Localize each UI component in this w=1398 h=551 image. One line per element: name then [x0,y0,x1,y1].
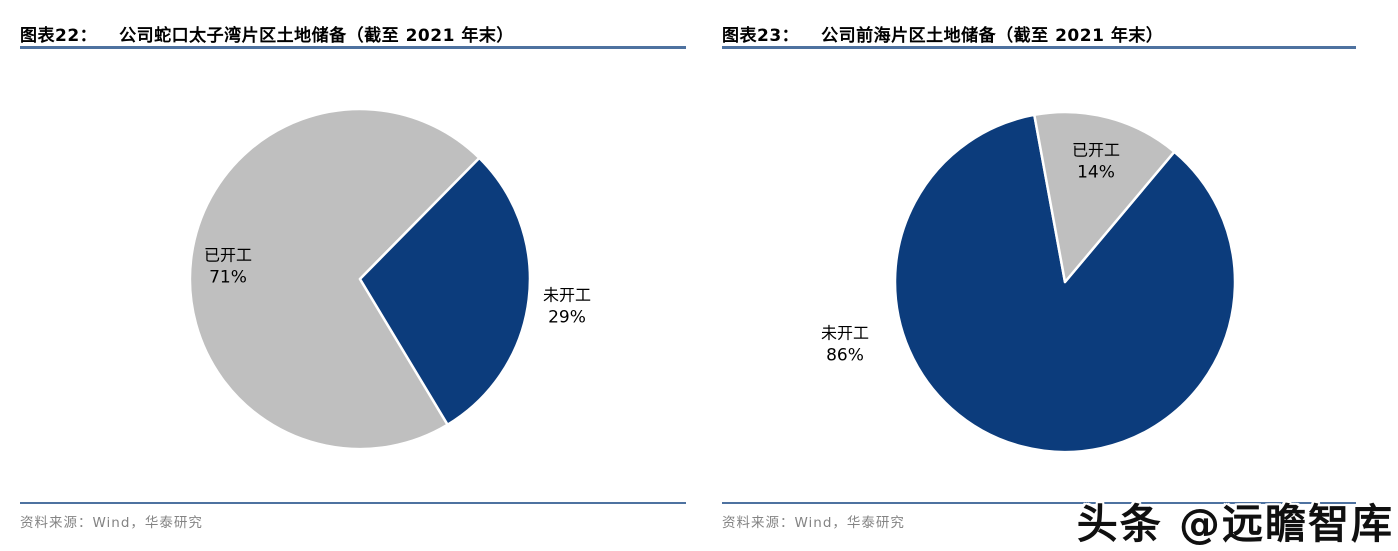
figure23-label-started-value: 14% [1077,162,1115,183]
figure22-title-text: 公司蛇口太子湾片区土地储备（截至 2021 年末） [119,26,514,46]
figure23-title: 图表23： 公司前海片区土地储备（截至 2021 年末） [722,21,1163,46]
figure22-footer-rule [20,502,686,504]
watermark-text: 头条 @远瞻智库 [1076,500,1394,548]
figure22-source: 资料来源：Wind，华泰研究 [20,515,203,531]
figure22-title: 图表22： 公司蛇口太子湾片区土地储备（截至 2021 年末） [20,21,514,46]
figure22-slice-not-started [358,156,532,426]
figure22-title-underline [20,46,686,49]
figure22-slice-started [188,107,481,451]
figure22-label-started-value: 71% [209,267,247,288]
figure22-label-started: 已开工 71% [204,245,252,290]
figure22-label-started-name: 已开工 [203,245,253,265]
figure22-label-not-started-name: 未开工 [542,285,592,305]
figure23-source: 资料来源：Wind，华泰研究 [722,515,905,531]
figure23-label-started-name: 已开工 [1071,140,1121,160]
figure23-label-not-started-value: 86% [826,345,864,366]
figure22-title-prefix: 图表22： [20,26,98,46]
figure23-title-text: 公司前海片区土地储备（截至 2021 年末） [821,26,1164,46]
figure23-slice-not-started [893,113,1237,454]
figure23-label-not-started: 未开工 86% [821,323,869,368]
figure23-slice-started [1033,110,1176,284]
figure22-label-not-started-value: 29% [548,307,586,328]
figure23-title-prefix: 图表23： [722,26,800,46]
figure23-label-started: 已开工 14% [1072,140,1120,185]
figure23-footer-rule [722,502,1356,504]
figure22-label-not-started: 未开工 29% [543,285,591,330]
figure23-title-underline [722,46,1356,49]
figure23-label-not-started-name: 未开工 [820,323,870,343]
